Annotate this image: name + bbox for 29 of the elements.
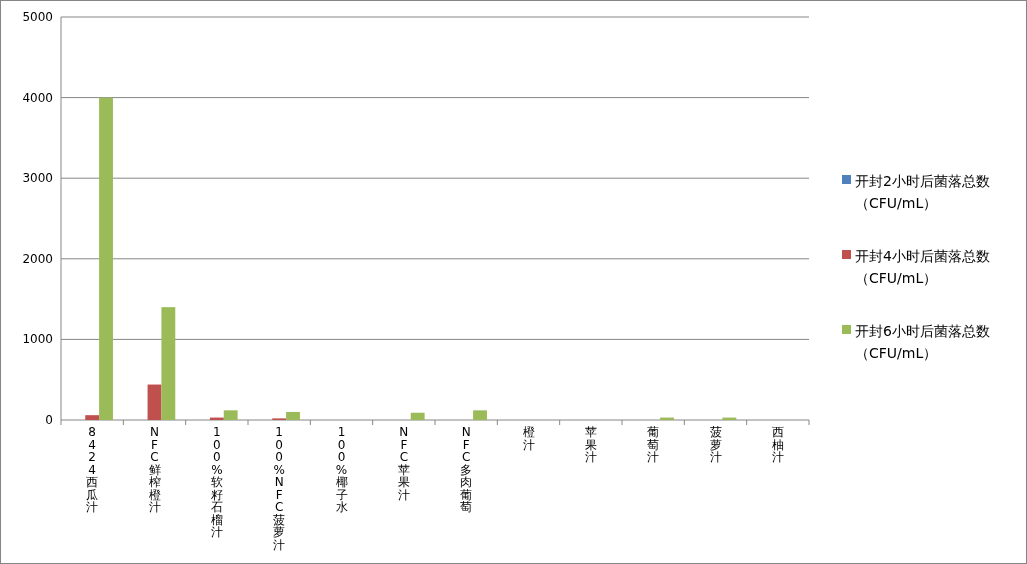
legend-label: 开封2小时后菌落总数（CFU/mL） xyxy=(855,172,991,213)
bar xyxy=(223,410,238,420)
x-tick-label: NFC苹果汁 xyxy=(397,425,411,502)
bar xyxy=(410,412,425,420)
y-tick-label: 5000 xyxy=(22,10,53,24)
y-tick-label: 3000 xyxy=(22,171,53,186)
bar xyxy=(286,411,300,420)
bar xyxy=(99,97,113,420)
x-tick-label: 100%椰子水 xyxy=(335,425,348,514)
x-tick-label: 菠萝汁 xyxy=(709,425,722,464)
category-label: 100%NFC菠萝汁 xyxy=(273,425,286,552)
y-tick-label: 0 xyxy=(45,413,53,427)
x-tick-label: NFC多肉葡萄 xyxy=(459,425,473,514)
bar xyxy=(473,410,487,420)
y-tick-label: 4000 xyxy=(22,90,53,105)
y-tick-label: 2000 xyxy=(22,251,53,266)
x-tick-label: 橙汁 xyxy=(522,425,535,452)
x-tick-label: 8424西瓜汁 xyxy=(85,425,99,514)
y-tick-label: 1000 xyxy=(22,332,53,347)
x-tick-label: 苹果汁 xyxy=(584,425,598,464)
x-tick-label: 西柚汁 xyxy=(771,425,785,464)
bar xyxy=(85,415,100,420)
bar xyxy=(161,307,176,420)
bar xyxy=(147,384,162,420)
legend-label: 开封4小时后菌落总数（CFU/mL） xyxy=(855,247,991,288)
x-tick-label: NFC鲜榨橙汁 xyxy=(148,425,161,514)
category-label: 100%软籽石榴汁 xyxy=(210,425,223,539)
legend-label: 开封6小时后菌落总数（CFU/mL） xyxy=(855,322,991,363)
x-tick-label: 葡萄汁 xyxy=(646,425,660,464)
